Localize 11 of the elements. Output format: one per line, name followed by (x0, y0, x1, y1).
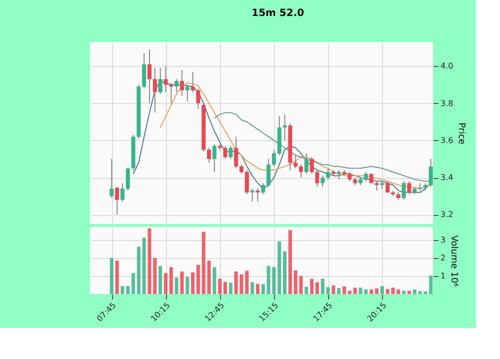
y-tick-label: 3.6 (440, 136, 454, 145)
y-axis-title: Price (456, 122, 466, 145)
y-tick-label: 1 (440, 271, 446, 280)
y-tick-label: 3.8 (440, 98, 454, 108)
y-tick-label: 4.0 (440, 62, 454, 71)
y-axis-title: Volume 10⁶ (448, 235, 459, 288)
y-tick-label: 2 (440, 253, 446, 262)
y-tick-label: 3.2 (440, 210, 454, 220)
y-tick-label: 3 (440, 235, 446, 244)
chart-title: 15m 52.0 (252, 8, 304, 19)
y-tick-label: 3.4 (440, 173, 454, 182)
